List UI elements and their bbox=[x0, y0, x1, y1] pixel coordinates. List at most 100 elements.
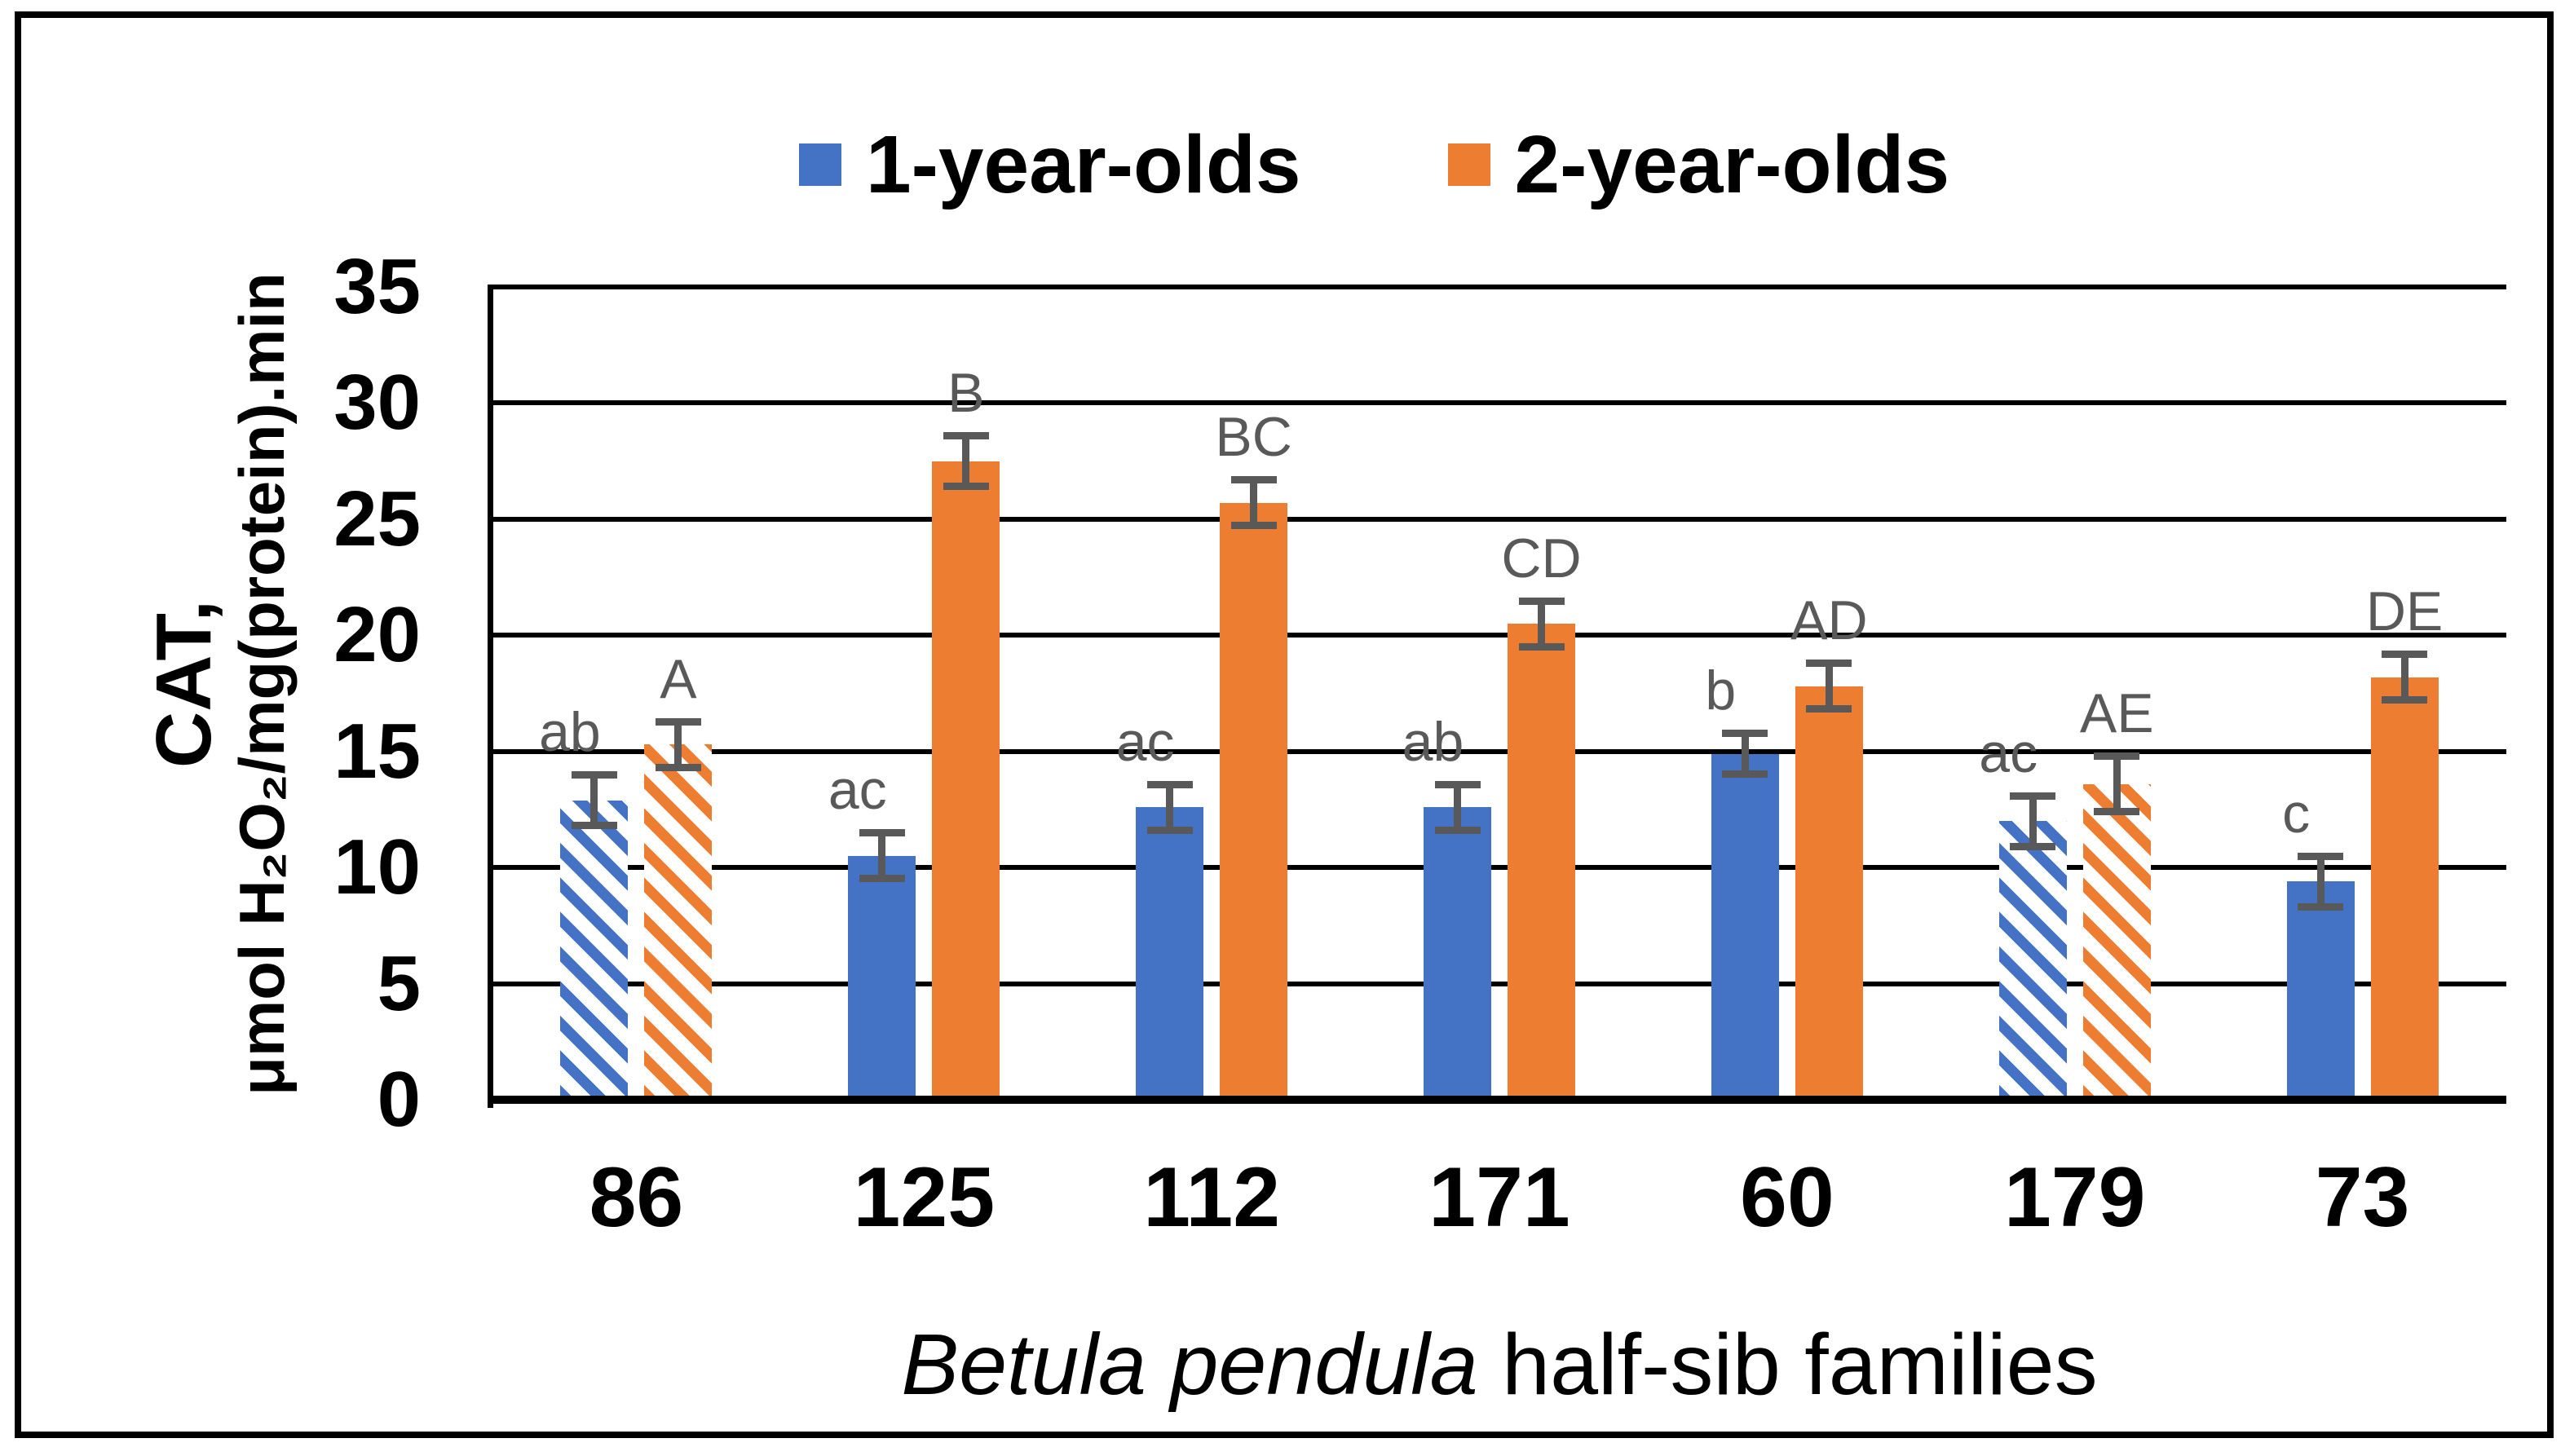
error-bar-179-2-year-olds bbox=[2113, 756, 2121, 812]
error-bar-cap-top-86-2-year-olds bbox=[655, 717, 701, 726]
error-bar-112-1-year-olds bbox=[1166, 783, 1174, 831]
legend-item-1-year-olds: 1-year-olds bbox=[799, 124, 1301, 205]
error-bar-171-2-year-olds bbox=[1538, 600, 1545, 647]
error-bar-cap-bottom-60-2-year-olds bbox=[1806, 705, 1852, 713]
bar-112-2-year-olds bbox=[1220, 502, 1288, 1100]
error-bar-cap-top-60-1-year-olds bbox=[1722, 729, 1768, 737]
legend-item-2-year-olds: 2-year-olds bbox=[1447, 119, 1950, 210]
significance-letter-73-2-year-olds: DE bbox=[2365, 580, 2444, 643]
chart-frame: 1-year-olds 2-year-olds CAT, μmol H₂O₂/mg… bbox=[15, 11, 2554, 1438]
error-bar-cap-bottom-125-2-year-olds bbox=[943, 482, 989, 490]
error-bar-cap-bottom-60-1-year-olds bbox=[1722, 770, 1768, 779]
significance-letter-125-2-year-olds: B bbox=[947, 362, 985, 425]
error-bar-cap-bottom-86-1-year-olds bbox=[571, 821, 617, 829]
y-tick-label-30: 30 bbox=[333, 359, 421, 447]
error-bar-cap-top-60-2-year-olds bbox=[1806, 660, 1852, 668]
y-tick-label-0: 0 bbox=[377, 1056, 421, 1143]
legend-label-2-year-olds: 2-year-olds bbox=[1514, 119, 1950, 210]
x-tick-label-73: 73 bbox=[2315, 1150, 2410, 1245]
legend-swatch-1-year-olds bbox=[799, 143, 841, 186]
error-bar-60-1-year-olds bbox=[1741, 732, 1749, 775]
legend-swatch-2-year-olds bbox=[1447, 143, 1490, 186]
gridline-y-5 bbox=[492, 981, 2506, 986]
y-axis-title-line1: CAT, bbox=[139, 599, 227, 769]
y-axis-title: CAT, μmol H₂O₂/mg(protein).min bbox=[135, 236, 307, 1132]
y-axis-title-line2: μmol H₂O₂/mg(protein).min bbox=[225, 272, 298, 1096]
bar-86-2-year-olds bbox=[644, 744, 713, 1100]
gridline-y-10 bbox=[492, 865, 2506, 871]
error-bar-cap-bottom-179-1-year-olds bbox=[2010, 842, 2056, 850]
error-bar-cap-bottom-171-1-year-olds bbox=[1434, 826, 1481, 834]
significance-letter-86-2-year-olds: A bbox=[660, 647, 697, 710]
y-axis-line bbox=[488, 285, 493, 1108]
legend-label-1-year-olds: 1-year-olds bbox=[866, 119, 1301, 210]
error-bar-cap-top-73-2-year-olds bbox=[2382, 651, 2428, 659]
bar-179-1-year-olds bbox=[1998, 821, 2067, 1100]
y-tick-label-25: 25 bbox=[333, 474, 421, 563]
bar-125-1-year-olds bbox=[848, 855, 916, 1100]
x-axis-title-species: Betula pendula bbox=[901, 1317, 1478, 1413]
error-bar-cap-top-171-2-year-olds bbox=[1518, 597, 1565, 605]
error-bar-cap-top-179-2-year-olds bbox=[2094, 752, 2140, 761]
x-tick-label-125: 125 bbox=[853, 1150, 996, 1245]
error-bar-60-2-year-olds bbox=[1825, 663, 1833, 710]
y-tick-label-35: 35 bbox=[333, 243, 421, 330]
error-bar-cap-bottom-179-2-year-olds bbox=[2094, 807, 2140, 815]
significance-letter-179-2-year-olds: AE bbox=[2079, 682, 2154, 745]
error-bar-cap-top-112-2-year-olds bbox=[1230, 476, 1277, 484]
bar-171-1-year-olds bbox=[1424, 807, 1491, 1100]
significance-letter-171-2-year-olds: CD bbox=[1501, 527, 1582, 589]
error-bar-cap-bottom-73-2-year-olds bbox=[2382, 696, 2428, 704]
error-bar-cap-bottom-125-1-year-olds bbox=[859, 875, 905, 883]
significance-letter-60-1-year-olds: b bbox=[1705, 659, 1737, 721]
gridline-y-20 bbox=[492, 633, 2506, 638]
error-bar-125-1-year-olds bbox=[878, 832, 886, 880]
error-bar-cap-bottom-86-2-year-olds bbox=[655, 763, 701, 771]
significance-letter-73-1-year-olds: c bbox=[2282, 782, 2311, 845]
gridline-y-30 bbox=[492, 400, 2506, 406]
bar-73-1-year-olds bbox=[2286, 881, 2355, 1100]
x-axis-line bbox=[492, 1096, 2506, 1104]
error-bar-86-1-year-olds bbox=[590, 774, 598, 826]
error-bar-cap-bottom-73-1-year-olds bbox=[2298, 902, 2344, 911]
error-bar-cap-bottom-112-2-year-olds bbox=[1230, 522, 1277, 530]
error-bar-cap-top-86-1-year-olds bbox=[571, 771, 617, 779]
gridline-y-35 bbox=[492, 285, 2506, 289]
error-bar-73-2-year-olds bbox=[2400, 654, 2408, 701]
gridline-y-15 bbox=[492, 748, 2506, 754]
bar-60-2-year-olds bbox=[1795, 686, 1863, 1100]
error-bar-cap-top-73-1-year-olds bbox=[2298, 852, 2344, 860]
error-bar-73-1-year-olds bbox=[2316, 855, 2325, 907]
error-bar-125-2-year-olds bbox=[962, 435, 970, 487]
y-tick-label-10: 10 bbox=[333, 823, 421, 911]
error-bar-cap-bottom-171-2-year-olds bbox=[1518, 642, 1565, 651]
y-tick-label-20: 20 bbox=[333, 591, 421, 679]
significance-letter-179-1-year-olds: ac bbox=[1979, 721, 2038, 784]
y-tick-label-15: 15 bbox=[333, 707, 421, 795]
bar-179-2-year-olds bbox=[2082, 783, 2151, 1100]
error-bar-cap-bottom-112-1-year-olds bbox=[1146, 826, 1193, 834]
gridline-y-25 bbox=[492, 516, 2506, 522]
significance-letter-125-1-year-olds: ac bbox=[828, 759, 887, 822]
significance-letter-112-2-year-olds: BC bbox=[1215, 406, 1292, 469]
error-bar-cap-top-125-1-year-olds bbox=[859, 829, 905, 837]
x-axis-title-rest: half-sib families bbox=[1477, 1317, 2098, 1413]
x-tick-label-86: 86 bbox=[589, 1150, 684, 1245]
error-bar-86-2-year-olds bbox=[674, 721, 682, 768]
bar-86-1-year-olds bbox=[560, 800, 629, 1100]
bar-60-1-year-olds bbox=[1711, 753, 1779, 1100]
legend: 1-year-olds 2-year-olds bbox=[799, 122, 1949, 207]
x-tick-label-171: 171 bbox=[1428, 1150, 1570, 1245]
significance-letter-112-1-year-olds: ac bbox=[1115, 710, 1175, 773]
error-bar-cap-top-125-2-year-olds bbox=[943, 432, 989, 440]
bar-112-1-year-olds bbox=[1136, 807, 1204, 1100]
significance-letter-60-2-year-olds: AD bbox=[1790, 589, 1868, 652]
x-axis-title: Betula pendula half-sib families bbox=[492, 1319, 2506, 1410]
error-bar-cap-top-112-1-year-olds bbox=[1146, 780, 1193, 788]
error-bar-112-2-year-olds bbox=[1250, 479, 1258, 527]
x-tick-label-60: 60 bbox=[1740, 1150, 1834, 1245]
x-tick-label-112: 112 bbox=[1143, 1150, 1281, 1245]
significance-letter-171-1-year-olds: ab bbox=[1402, 710, 1464, 773]
error-bar-171-1-year-olds bbox=[1454, 783, 1461, 831]
